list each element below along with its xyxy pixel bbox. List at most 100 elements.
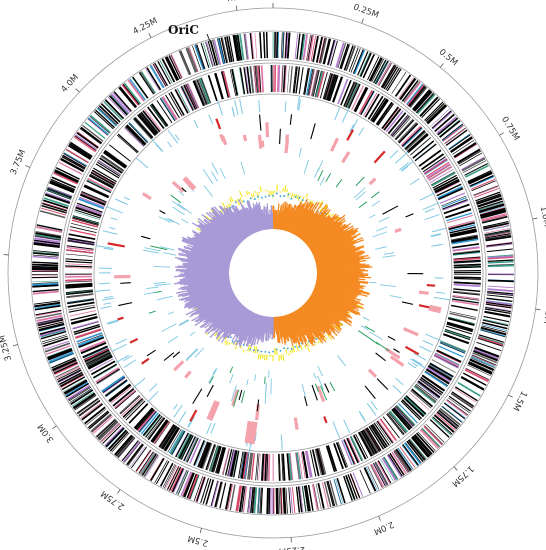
cds-reverse-gene: [150, 104, 168, 128]
cds-reverse-gene: [109, 384, 132, 403]
gc-content-bar: [224, 340, 227, 344]
cds-reverse-gene: [404, 396, 426, 416]
cds-forward-gene: [448, 396, 471, 412]
cds-reverse-gene: [362, 429, 378, 454]
cds-forward-gene: [483, 223, 509, 230]
cds-forward-gene: [393, 450, 410, 473]
cds-reverse-gene: [250, 452, 256, 480]
gc-content-bar: [204, 215, 211, 221]
scale-tick-mark: [12, 344, 18, 347]
trna-feature: [95, 289, 111, 292]
cds-reverse-gene: [400, 400, 421, 421]
cds-forward-gene: [484, 231, 511, 237]
cds-reverse-gene: [76, 202, 103, 213]
trna-inner-feature: [202, 168, 214, 184]
cds-reverse-gene: [192, 80, 204, 107]
cds-reverse-gene: [86, 353, 112, 367]
gc-dot: [231, 340, 234, 343]
cds-reverse-gene: [65, 265, 93, 268]
cds-reverse-gene: [391, 116, 410, 137]
cds-reverse-gene: [133, 117, 153, 139]
trna-inner-feature: [301, 383, 306, 398]
cds-reverse-gene: [74, 325, 101, 335]
trna-feature: [341, 107, 350, 123]
cds-forward-gene: [63, 152, 87, 167]
cds-forward-gene: [202, 42, 211, 68]
cds-forward-gene: [407, 85, 426, 107]
cds-reverse-gene: [217, 447, 227, 474]
cds-forward-gene: [374, 461, 389, 486]
cds-forward-gene: [450, 392, 474, 409]
gc-content-bar: [259, 186, 262, 192]
rrna-feature: [346, 129, 354, 141]
cds-forward-gene: [367, 465, 380, 490]
trna-inner-feature: [298, 147, 302, 158]
cds-forward-gene: [43, 197, 69, 208]
cds-forward-gene: [365, 466, 378, 491]
cds-reverse-gene: [279, 453, 281, 481]
cds-reverse-gene: [66, 249, 94, 254]
cds-reverse-gene: [102, 376, 126, 393]
cds-reverse-gene: [328, 75, 338, 102]
cds-forward-gene: [399, 78, 417, 101]
cds-forward-gene: [387, 454, 403, 477]
insertion-element-feature: [382, 205, 399, 215]
cds-reverse-gene: [382, 416, 400, 439]
scale-tick-label: 0.5M: [437, 47, 459, 68]
cds-reverse-gene: [433, 355, 459, 369]
trna-inner-feature: [158, 216, 171, 223]
cds-reverse-gene: [86, 179, 112, 193]
trna-feature: [151, 138, 164, 153]
cds-forward-gene: [42, 335, 68, 345]
trna-feature: [412, 362, 419, 367]
cds-forward-gene: [319, 37, 328, 64]
cds-forward-gene: [403, 81, 421, 104]
ncrna-feature: [335, 178, 343, 188]
cds-forward-gene: [79, 400, 101, 417]
trna-feature: [395, 377, 404, 386]
cds-forward-gene: [42, 202, 68, 212]
cds-forward-gene: [486, 243, 513, 248]
cds-reverse-gene: [393, 407, 413, 429]
trna-feature: [284, 101, 287, 112]
trna-inner-feature: [172, 206, 185, 216]
repeat-region-feature: [242, 134, 248, 142]
insertion-element-feature: [289, 114, 293, 125]
cds-forward-gene: [225, 483, 232, 510]
cds-reverse-gene: [442, 199, 468, 210]
cds-forward-gene: [381, 457, 397, 481]
ncrna-feature: [325, 172, 332, 182]
cds-reverse-gene: [371, 423, 388, 448]
trna-feature: [167, 141, 173, 148]
cds-reverse-gene: [276, 65, 280, 93]
cds-forward-gene: [380, 64, 396, 88]
gc-content-bar: [219, 209, 224, 214]
cds-reverse-gene: [214, 73, 223, 100]
rrna-feature: [323, 416, 328, 424]
insertion-element-feature: [393, 348, 400, 353]
cds-forward-gene: [43, 337, 69, 347]
cds-forward-gene: [90, 114, 111, 133]
cds-reverse-gene: [414, 143, 437, 162]
cds-forward-gene: [315, 36, 323, 63]
cds-reverse-gene: [381, 106, 399, 130]
cds-reverse-gene: [308, 69, 316, 96]
cds-reverse-gene: [146, 416, 164, 439]
cds-forward-gene: [196, 476, 206, 502]
cds-forward-gene: [434, 113, 455, 132]
cds-reverse-gene: [222, 70, 231, 98]
cds-forward-gene: [458, 150, 482, 165]
cds-forward-gene: [44, 193, 70, 204]
cds-forward-gene: [476, 195, 502, 205]
cds-forward-gene: [252, 487, 257, 514]
cds-forward-gene: [214, 481, 223, 508]
cds-forward-gene: [276, 32, 279, 59]
cds-reverse-gene: [434, 178, 460, 193]
cds-forward-gene: [170, 467, 184, 492]
cds-forward-gene: [477, 336, 504, 346]
insertion-element-feature: [141, 235, 151, 240]
cds-reverse-gene: [193, 80, 205, 106]
oric-label: OriC: [168, 23, 199, 37]
cds-forward-gene: [168, 55, 181, 80]
trna-feature: [123, 359, 137, 368]
